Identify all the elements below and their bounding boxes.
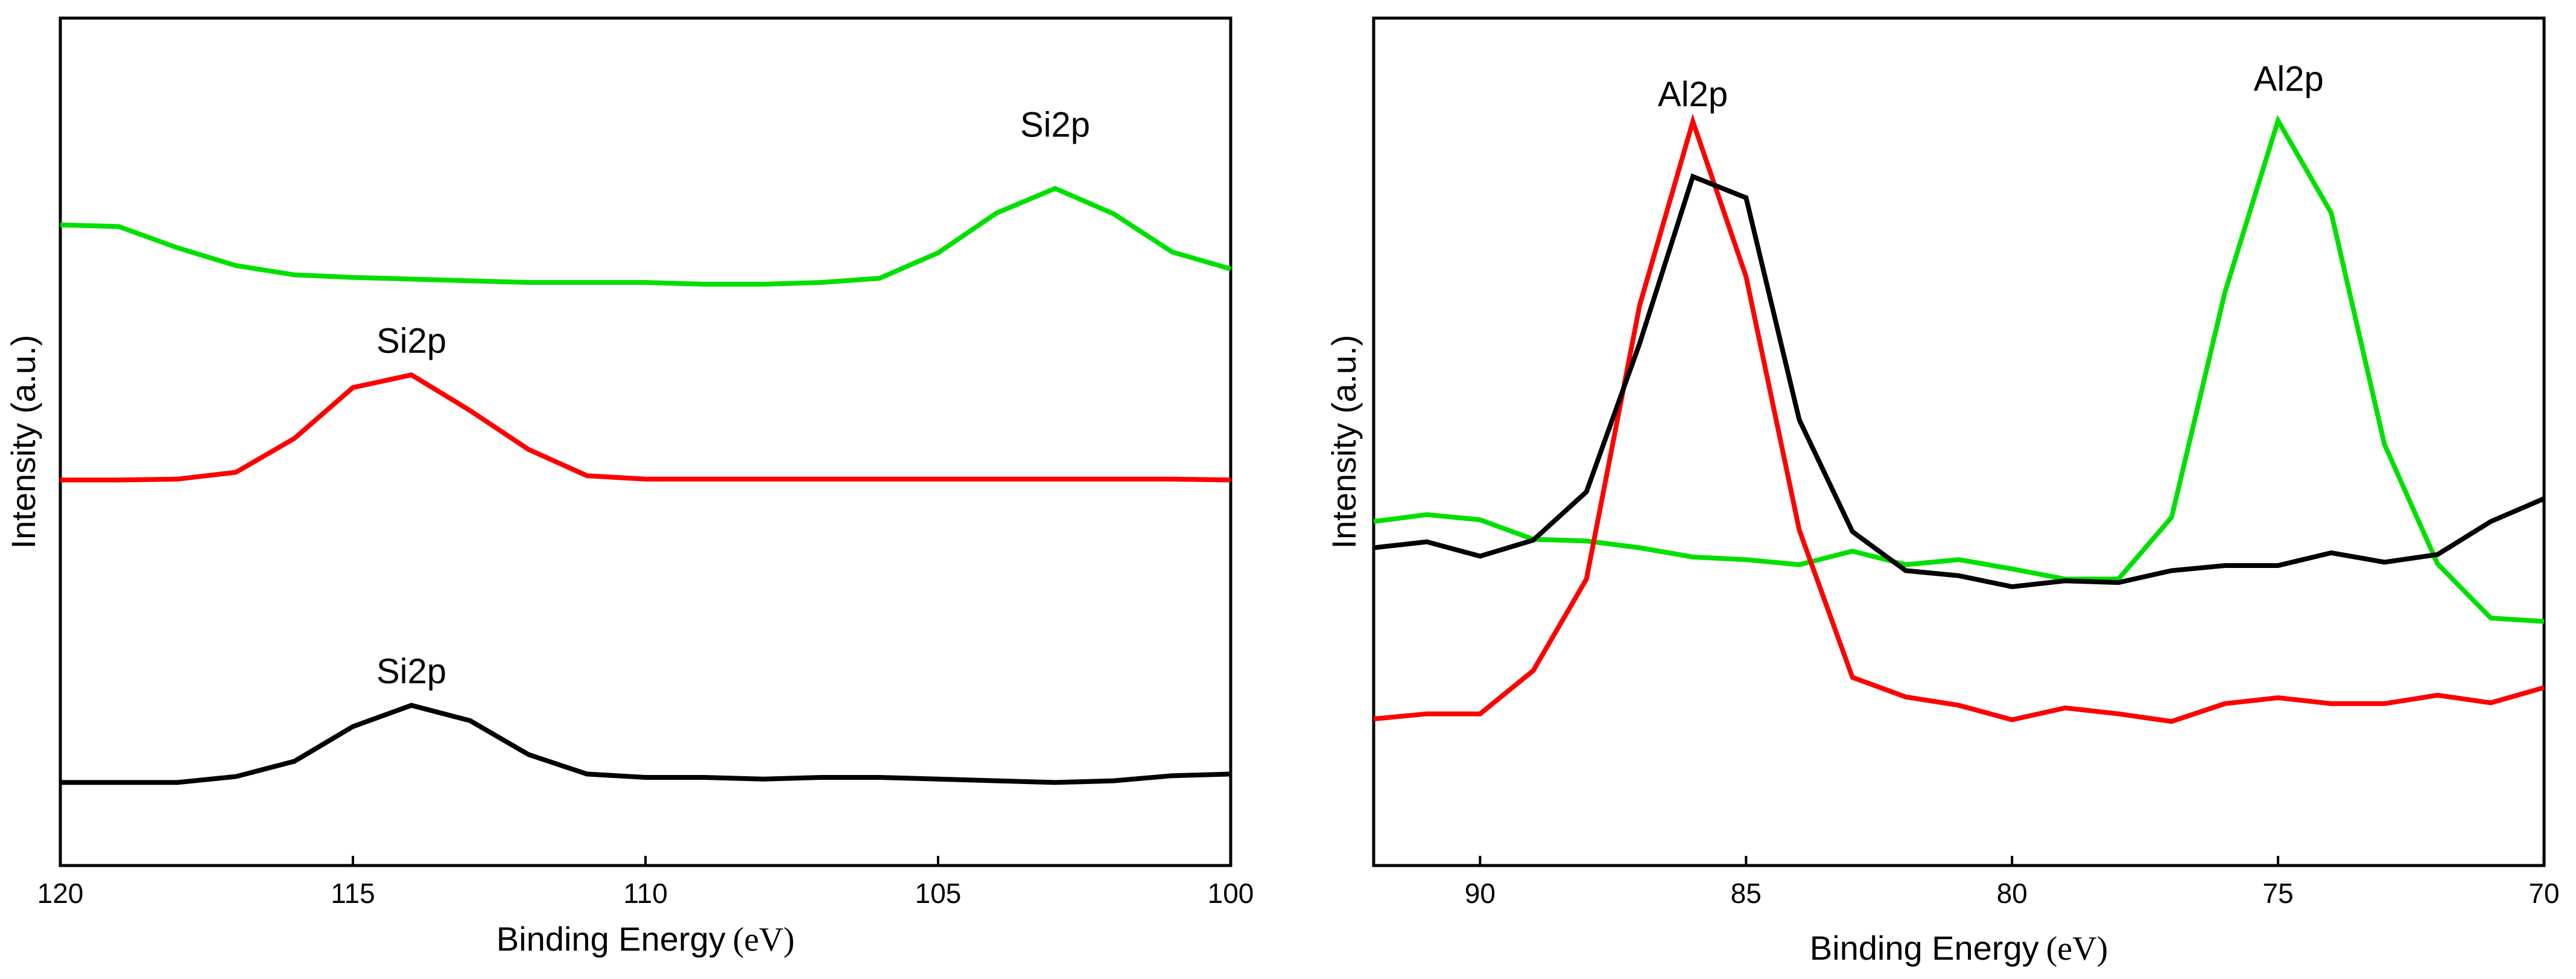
annotation-group: Al2p Al2p: [1658, 60, 2324, 114]
x-tick-group: 120 115 110 105 100: [37, 856, 1254, 909]
annotation-group: Si2p Si2p Si2p: [376, 106, 1090, 692]
x-tick-label: 115: [331, 878, 375, 909]
plot-frame: [1372, 16, 2546, 867]
y-axis-title: Intensity (a.u.): [1325, 335, 1363, 549]
y-axis-title: Intensity (a.u.): [4, 335, 42, 549]
x-tick-group: 90 85 80 75 70: [1465, 856, 2560, 909]
x-axis-label-text: Binding Energy: [1810, 929, 2039, 967]
plot-frame: [59, 16, 1232, 867]
peak-label: Al2p: [2254, 60, 2324, 99]
x-tick-label: 120: [37, 878, 84, 909]
x-axis-unit: (eV): [733, 921, 795, 958]
x-axis-label-text: Binding Energy: [496, 920, 726, 958]
x-tick-label: 85: [1731, 878, 1762, 909]
x-tick-label: 110: [623, 878, 667, 909]
peak-label: Si2p: [1020, 106, 1090, 145]
series-line-black: [1373, 173, 2545, 590]
x-axis-title: Binding Energy (eV): [496, 920, 795, 958]
series-line-red: [1373, 113, 2545, 724]
peak-label: Si2p: [376, 652, 446, 691]
series-line-red: [60, 372, 1231, 483]
series-line-green: [60, 185, 1232, 287]
x-tick-label: 90: [1465, 878, 1496, 909]
x-tick-label: 75: [2263, 878, 2294, 909]
series-group: [1373, 113, 2545, 724]
series-line-green: [1373, 114, 2545, 624]
series-group: [60, 185, 1232, 785]
x-axis-title: Binding Energy (eV): [1810, 929, 2108, 968]
x-tick-label: 80: [1997, 878, 2028, 909]
al2p-panel: 90 85 80 75 70 Al2p Al2p Binding Energy (eV) I…: [1325, 16, 2560, 968]
peak-label: Al2p: [1658, 75, 1728, 114]
si2p-panel: 120 115 110 105 100 Si2p Si2p Si2p Binding Ene…: [4, 16, 1254, 958]
x-tick-label: 100: [1208, 878, 1254, 909]
x-tick-label: 70: [2528, 878, 2559, 909]
peak-label: Si2p: [376, 322, 446, 361]
x-axis-unit: (eV): [2046, 930, 2108, 968]
x-tick-label: 105: [915, 878, 962, 909]
series-line-black: [60, 703, 1231, 785]
